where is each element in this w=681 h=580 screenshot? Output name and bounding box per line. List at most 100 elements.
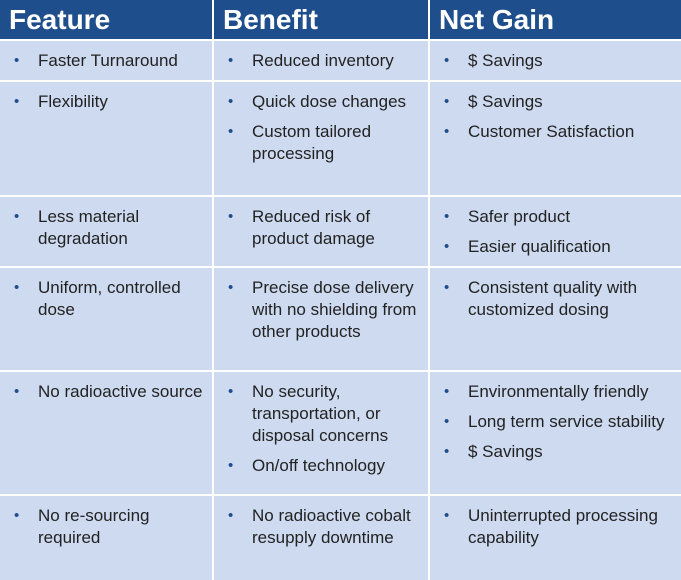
feature-cell: • Faster Turnaround <box>0 39 214 82</box>
feature-cell: • No re-sourcing required <box>0 494 214 580</box>
bullet-icon: • <box>228 93 234 110</box>
net-gain-cell: • $ Savings <box>428 39 681 82</box>
cell-text: Quick dose changes <box>252 92 407 111</box>
list-item: • Flexibility <box>12 91 206 113</box>
table-row: • Less material degradation • Reduced risk… <box>0 195 681 268</box>
bullet-icon: • <box>444 507 450 524</box>
benefit-cell: • Reduced inventory <box>212 39 430 82</box>
bullet-icon: • <box>444 443 450 460</box>
cell-text: No radioactive source <box>38 382 203 401</box>
cell-text: Reduced risk of product damage <box>252 207 375 248</box>
bullet-icon: • <box>444 123 450 140</box>
feature-cell: • Uniform, controlled dose <box>0 266 214 372</box>
benefit-cell: • No security, transportation, or disposa… <box>212 370 430 496</box>
bullet-icon: • <box>14 507 20 524</box>
bullet-icon: • <box>228 208 234 225</box>
cell-text: No security, transportation, or disposal… <box>252 382 389 445</box>
cell-text: Long term service stability <box>468 412 665 431</box>
list-item: • No radioactive cobalt resupply downtime <box>226 505 422 549</box>
bullet-icon: • <box>444 413 450 430</box>
bullet-icon: • <box>444 93 450 110</box>
list-item: • Precise dose delivery with no shielding… <box>226 277 422 343</box>
list-item: • Uniform, controlled dose <box>12 277 206 321</box>
bullet-icon: • <box>444 238 450 255</box>
bullet-icon: • <box>228 383 234 400</box>
bullet-icon: • <box>14 52 20 69</box>
list-item: • $ Savings <box>442 441 675 463</box>
bullet-icon: • <box>14 93 20 110</box>
bullet-icon: • <box>444 279 450 296</box>
cell-text: Easier qualification <box>468 237 611 256</box>
bullet-icon: • <box>228 123 234 140</box>
net-gain-cell: • Safer product • Easier qualification <box>428 195 681 268</box>
cell-text: Faster Turnaround <box>38 51 178 70</box>
bullet-icon: • <box>14 279 20 296</box>
list-item: • Uninterrupted processing capability <box>442 505 675 549</box>
cell-text: No radioactive cobalt resupply downtime <box>252 506 411 547</box>
cell-text: Uniform, controlled dose <box>38 278 181 319</box>
bullet-icon: • <box>228 457 234 474</box>
bullet-icon: • <box>444 52 450 69</box>
table-row: • Flexibility • Quick dose changes • Custom… <box>0 80 681 197</box>
benefit-cell: • Precise dose delivery with no shielding… <box>212 266 430 372</box>
bullet-icon: • <box>228 52 234 69</box>
list-item: • Customer Satisfaction <box>442 121 675 143</box>
list-item: • Consistent quality with customized dosi… <box>442 277 675 321</box>
cell-text: Precise dose delivery with no shielding … <box>252 278 417 341</box>
cell-text: $ Savings <box>468 442 543 461</box>
table-row: • No radioactive source • No security, tra… <box>0 370 681 496</box>
list-item: • $ Savings <box>442 50 675 72</box>
list-item: • Custom tailored processing <box>226 121 422 165</box>
list-item: • Reduced inventory <box>226 50 422 72</box>
header-net-gain: Net Gain <box>428 0 681 41</box>
header-row: Feature Benefit Net Gain <box>0 0 681 41</box>
list-item: • Faster Turnaround <box>12 50 206 72</box>
bullet-icon: • <box>228 507 234 524</box>
cell-text: Environmentally friendly <box>468 382 649 401</box>
benefit-cell: • No radioactive cobalt resupply downtime <box>212 494 430 580</box>
table-row: • Uniform, controlled dose • Precise dose … <box>0 266 681 372</box>
header-feature: Feature <box>0 0 214 41</box>
bullet-icon: • <box>228 279 234 296</box>
cell-text: $ Savings <box>468 92 543 111</box>
list-item: • No radioactive source <box>12 381 206 403</box>
bullet-icon: • <box>444 383 450 400</box>
net-gain-cell: • $ Savings • Customer Satisfaction <box>428 80 681 197</box>
list-item: • Reduced risk of product damage <box>226 206 422 250</box>
bullet-icon: • <box>14 208 20 225</box>
net-gain-cell: • Environmentally friendly • Long term ser… <box>428 370 681 496</box>
benefit-cell: • Quick dose changes • Custom tailored pro… <box>212 80 430 197</box>
cell-text: Safer product <box>468 207 571 226</box>
cell-text: Consistent quality with customized dosin… <box>468 278 638 319</box>
list-item: • $ Savings <box>442 91 675 113</box>
feature-cell: • Flexibility <box>0 80 214 197</box>
feature-cell: • No radioactive source <box>0 370 214 496</box>
cell-text: Flexibility <box>38 92 108 111</box>
cell-text: Customer Satisfaction <box>468 122 635 141</box>
cell-text: On/off technology <box>252 456 385 475</box>
cell-text: Uninterrupted processing capability <box>468 506 658 547</box>
bullet-icon: • <box>444 208 450 225</box>
list-item: • No re-sourcing required <box>12 505 206 549</box>
cell-text: No re-sourcing required <box>38 506 150 547</box>
benefit-cell: • Reduced risk of product damage <box>212 195 430 268</box>
list-item: • Environmentally friendly <box>442 381 675 403</box>
table-row: • Faster Turnaround • Reduced inventory • $… <box>0 39 681 82</box>
list-item: • No security, transportation, or disposa… <box>226 381 422 447</box>
list-item: • Quick dose changes <box>226 91 422 113</box>
list-item: • Safer product <box>442 206 675 228</box>
table-row: • No re-sourcing required • No radioactive… <box>0 494 681 580</box>
net-gain-cell: • Uninterrupted processing capability <box>428 494 681 580</box>
cell-text: Custom tailored processing <box>252 122 372 163</box>
cell-text: Reduced inventory <box>252 51 394 70</box>
cell-text: Less material degradation <box>38 207 140 248</box>
list-item: • Easier qualification <box>442 236 675 258</box>
bullet-icon: • <box>14 383 20 400</box>
feature-cell: • Less material degradation <box>0 195 214 268</box>
list-item: • Less material degradation <box>12 206 206 250</box>
list-item: • On/off technology <box>226 455 422 477</box>
net-gain-cell: • Consistent quality with customized dosi… <box>428 266 681 372</box>
list-item: • Long term service stability <box>442 411 675 433</box>
header-benefit: Benefit <box>212 0 430 41</box>
